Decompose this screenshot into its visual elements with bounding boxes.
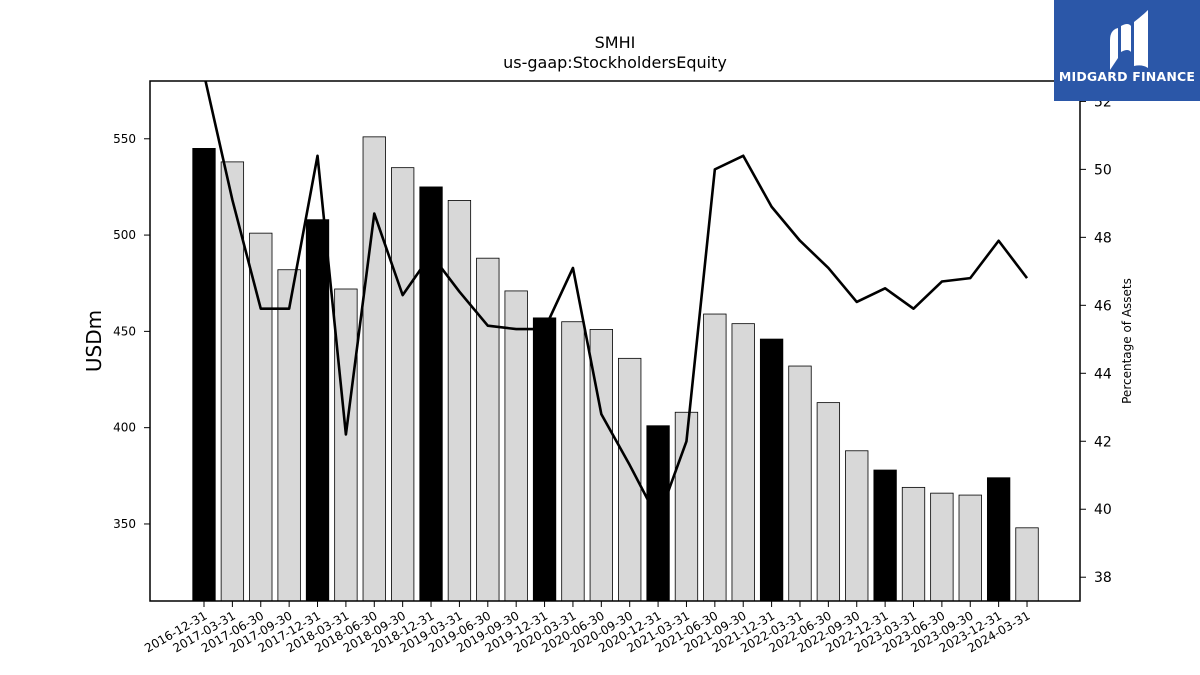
y2-tick-label: 50: [1094, 162, 1112, 178]
bar-2016-12-31: [192, 148, 216, 602]
y2-tick-label: 48: [1094, 230, 1112, 246]
bar-2019-06-30: [476, 257, 500, 602]
bar-2019-12-31: [532, 317, 557, 602]
brand-name: MIDGARD FINANCE: [1058, 69, 1196, 84]
y2-tick-label: 46: [1094, 298, 1112, 314]
y-tick-label: 400: [113, 421, 136, 435]
bar-2020-12-31: [646, 425, 670, 602]
bar-2022-12-31: [873, 469, 897, 602]
bar-2021-09-30: [731, 323, 755, 602]
plot-frame: [149, 80, 1081, 602]
bar-2019-09-30: [504, 290, 528, 602]
bar-2018-12-31: [419, 186, 443, 602]
bar-2018-06-30: [362, 136, 386, 602]
bar-2022-06-30: [816, 402, 841, 602]
bar-2023-03-31: [901, 486, 926, 602]
y2-tick-label: 38: [1094, 570, 1112, 586]
bar-2018-03-31: [334, 288, 358, 602]
line-series: [204, 81, 1029, 521]
y-tick-label: 450: [113, 324, 136, 338]
bar-2022-09-30: [845, 450, 869, 602]
bar-2023-09-30: [958, 494, 982, 602]
bar-2017-06-30: [249, 232, 273, 602]
percentage-of-assets-line: [204, 81, 1029, 521]
y-axis-left: 350 400 450 500 550: [113, 132, 150, 531]
midgard-finance-logo: MIDGARD FINANCE: [1054, 0, 1200, 101]
y2-tick-label: 44: [1094, 366, 1112, 382]
bar-2021-06-30: [703, 313, 727, 602]
midgard-finance-logo-icon: [1110, 10, 1148, 70]
bar-2023-06-30: [930, 492, 954, 602]
y2-tick-label: 40: [1094, 502, 1112, 518]
y2-axis-label: Percentage of Assets: [1120, 278, 1134, 404]
bar-2023-12-31: [986, 477, 1011, 602]
chart-subtitle: us-gaap:StockholdersEquity: [503, 53, 727, 72]
y-tick-label: 500: [113, 228, 136, 242]
y-tick-label: 350: [113, 517, 136, 531]
bar-2022-03-31: [788, 365, 812, 602]
x-axis: 2016-12-312017-03-312017-06-302017-09-30…: [142, 601, 1033, 655]
y2-tick-label: 42: [1094, 434, 1112, 450]
bar-2024-03-31: [1015, 527, 1039, 602]
bar-2017-12-31: [305, 219, 330, 602]
bar-2019-03-31: [447, 200, 472, 602]
y-axis-label: USDm: [82, 310, 106, 372]
chart-title: SMHI: [595, 33, 636, 52]
bar-2017-09-30: [277, 269, 301, 602]
bar-2021-12-31: [759, 338, 784, 602]
bar-series: [192, 136, 1039, 602]
bar-2020-03-31: [561, 321, 585, 602]
bar-2018-09-30: [391, 167, 415, 602]
y-tick-label: 550: [113, 132, 136, 146]
